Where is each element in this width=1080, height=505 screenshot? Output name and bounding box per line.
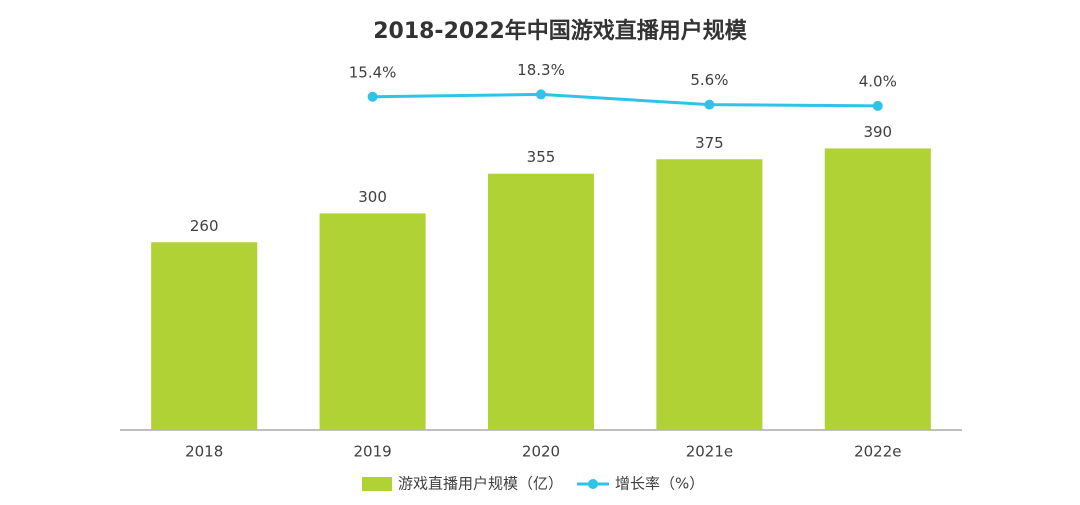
bar [319, 213, 426, 430]
line-point [872, 100, 883, 111]
data-label: 300 [358, 188, 387, 206]
x-tick-label: 2020 [522, 443, 560, 461]
bar [487, 173, 595, 430]
x-tick-label: 2019 [354, 443, 392, 461]
data-label: 390 [863, 123, 892, 141]
data-label: 375 [695, 134, 724, 152]
data-label: 260 [190, 217, 219, 235]
line-point [536, 89, 546, 100]
line [372, 92, 878, 108]
chart-title: 2018-2022年中国游戏直播用户规模 [373, 18, 748, 44]
data-label: 18.3% [517, 61, 565, 79]
x-tick-label: 2022e [854, 443, 901, 461]
x-tick-label: 2021e [686, 443, 733, 461]
legend-swatch [588, 479, 599, 489]
bar [824, 148, 931, 431]
bar [656, 159, 763, 430]
line-point [367, 91, 378, 102]
data-label: 4.0% [859, 72, 897, 90]
line-point [704, 99, 715, 110]
legend-label: 增长率（%） [615, 475, 704, 493]
legend-label: 游戏直播用户规模（亿） [398, 475, 563, 493]
legend-swatch [362, 477, 392, 491]
bar [151, 242, 258, 430]
data-label: 15.4% [349, 63, 397, 81]
data-label: 5.6% [690, 71, 728, 89]
x-tick-label: 2018 [185, 443, 223, 461]
data-label: 355 [527, 148, 556, 166]
